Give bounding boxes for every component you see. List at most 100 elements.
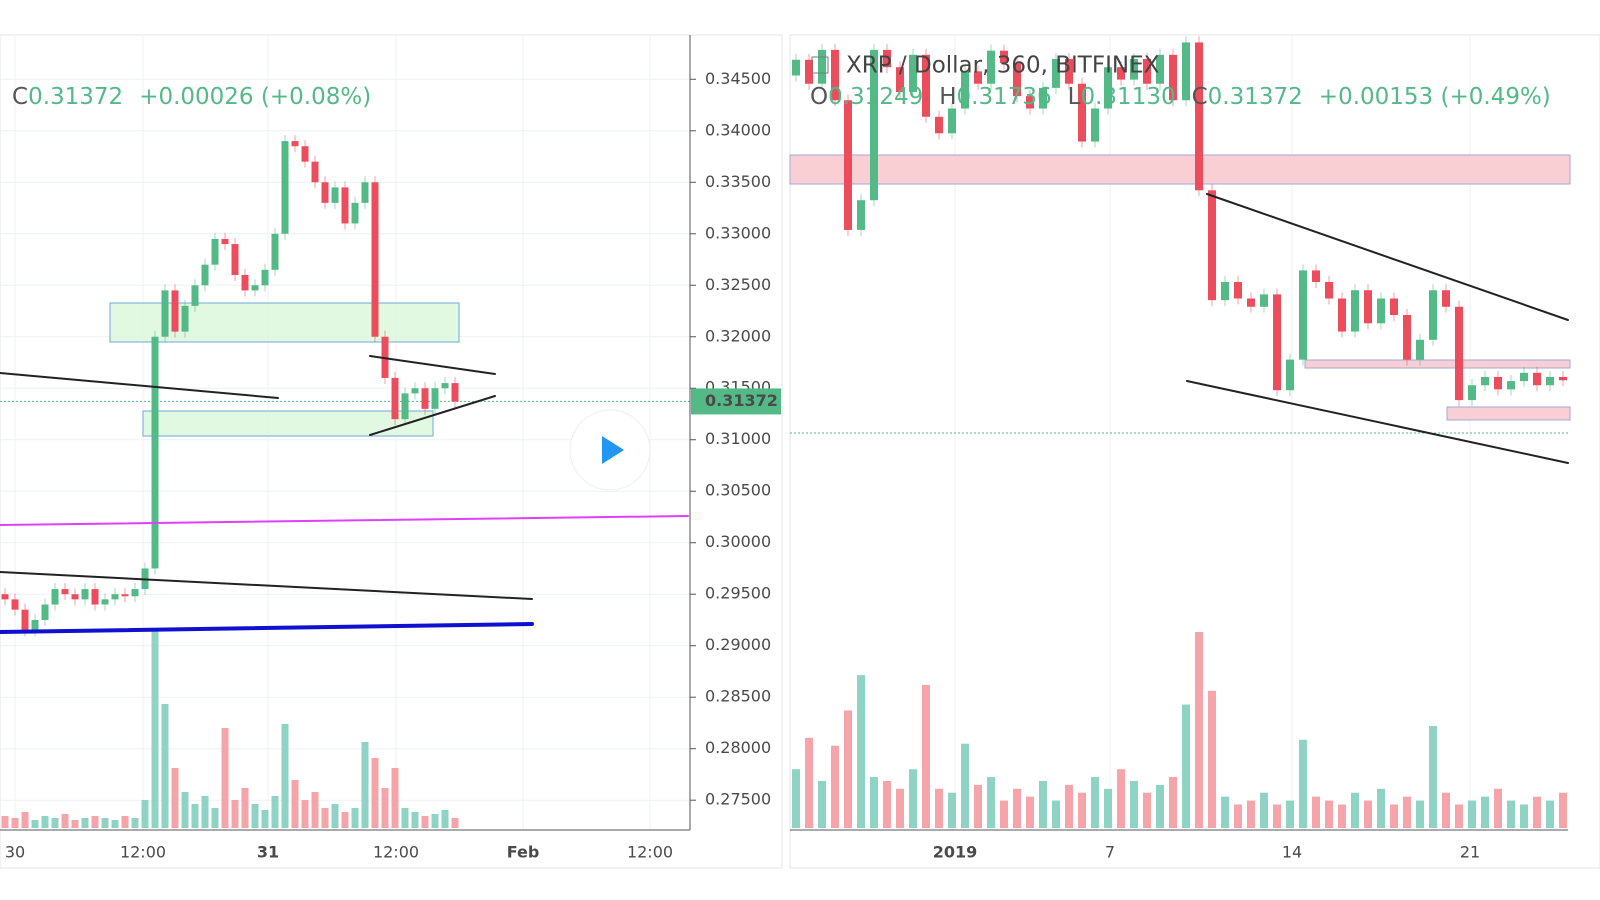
y-tick-label: 0.31000 — [705, 429, 771, 448]
candle-body — [111, 594, 119, 600]
volume-bar — [311, 792, 319, 828]
candle-body — [1000, 50, 1008, 64]
volume-bar — [371, 758, 379, 828]
volume-bar — [935, 788, 943, 828]
right-volume — [792, 632, 1567, 828]
volume-bar — [1091, 777, 1099, 828]
symbol-icon[interactable] — [811, 56, 829, 74]
volume-bar — [974, 784, 982, 828]
left-volume — [1, 628, 459, 828]
volume-bar — [792, 769, 800, 828]
volume-bar — [191, 804, 199, 828]
right-candles — [792, 36, 1567, 407]
candle-body — [281, 141, 289, 234]
candle-body — [1351, 290, 1359, 332]
x-tick-label: 12:00 — [120, 843, 166, 862]
volume-bar — [441, 810, 449, 828]
zone — [789, 154, 1571, 185]
candle-body — [1559, 376, 1567, 381]
ohlc-header: O0.31249 H0.31736 L0.31130 C0.31372 +0.00153… — [810, 84, 1551, 110]
volume-bar — [1338, 804, 1346, 828]
candle-body — [1520, 372, 1528, 382]
volume-bar — [1442, 792, 1450, 828]
volume-bar — [1455, 804, 1463, 828]
x-tick-label: 12:00 — [627, 843, 673, 862]
price-badge-label: 0.31372 — [705, 391, 778, 410]
volume-bar — [1481, 796, 1489, 828]
candle-body — [431, 388, 439, 409]
volume-bar — [870, 777, 878, 828]
volume-bar — [131, 818, 139, 828]
x-tick-label: 30 — [5, 843, 25, 862]
volume-bar — [331, 804, 339, 828]
candle-body — [1052, 58, 1060, 88]
volume-bar — [1195, 632, 1203, 828]
volume-bar — [1117, 769, 1125, 828]
volume-bar — [805, 737, 813, 828]
volume-bar — [1299, 739, 1307, 828]
label: H — [939, 84, 956, 110]
candle-body — [1208, 190, 1216, 301]
trend-line — [0, 515, 689, 526]
volume-bar — [71, 820, 79, 828]
candle-body — [421, 388, 429, 409]
volume-bar — [321, 808, 329, 828]
candle-body — [31, 619, 39, 631]
candle-body — [1013, 63, 1021, 97]
y-tick-label: 0.33000 — [705, 223, 771, 242]
candle-body — [1403, 315, 1411, 360]
trend-line — [369, 355, 496, 375]
y-tick-label: 0.30500 — [705, 481, 771, 500]
trend-line — [0, 571, 533, 600]
candle-body — [231, 244, 239, 275]
volume-bar — [909, 769, 917, 828]
candle-body — [1260, 294, 1268, 307]
candle-body — [1117, 67, 1125, 80]
candle-body — [1234, 281, 1242, 299]
candle-body — [1533, 372, 1541, 386]
volume-bar — [1377, 788, 1385, 828]
candle-body — [1481, 376, 1489, 386]
candle-body — [1416, 339, 1424, 360]
candle-body — [1078, 83, 1086, 142]
volume-bar — [1156, 784, 1164, 828]
zone — [142, 410, 434, 437]
candle-body — [131, 589, 139, 597]
volume-bar — [1104, 788, 1112, 828]
candle-body — [211, 238, 219, 265]
volume-bar — [151, 628, 159, 828]
volume-bar — [201, 796, 209, 828]
volume-bar — [1507, 800, 1515, 828]
candle-body — [391, 377, 399, 420]
change: +0.00153 (+0.49%) — [1319, 84, 1551, 110]
volume-bar — [91, 816, 99, 828]
volume-bar — [271, 796, 279, 828]
candle-body — [1039, 87, 1047, 109]
candle-body — [1429, 290, 1437, 340]
volume-bar — [41, 816, 49, 828]
volume-bar — [1182, 704, 1190, 828]
label: C — [12, 84, 28, 110]
label: C — [1192, 84, 1208, 110]
volume-bar — [181, 792, 189, 828]
volume-bar — [1026, 796, 1034, 828]
candle-body — [121, 594, 129, 597]
label: O — [810, 84, 828, 110]
volume-bar — [391, 768, 399, 828]
volume-bar — [1221, 796, 1229, 828]
volume-bar — [1130, 780, 1138, 828]
candle-body — [844, 100, 852, 230]
candle-body — [935, 116, 943, 134]
y-tick-label: 0.28500 — [705, 687, 771, 706]
volume-bar — [1065, 784, 1073, 828]
value: 0.31372 — [1208, 84, 1303, 110]
volume-bar — [1403, 796, 1411, 828]
candle-body — [371, 182, 379, 337]
volume-bar — [241, 788, 249, 828]
volume-bar — [381, 788, 389, 828]
volume-bar — [1039, 780, 1047, 828]
volume-bar — [211, 808, 219, 828]
candle-body — [883, 49, 891, 68]
candle-body — [161, 290, 169, 337]
volume-bar — [987, 777, 995, 828]
